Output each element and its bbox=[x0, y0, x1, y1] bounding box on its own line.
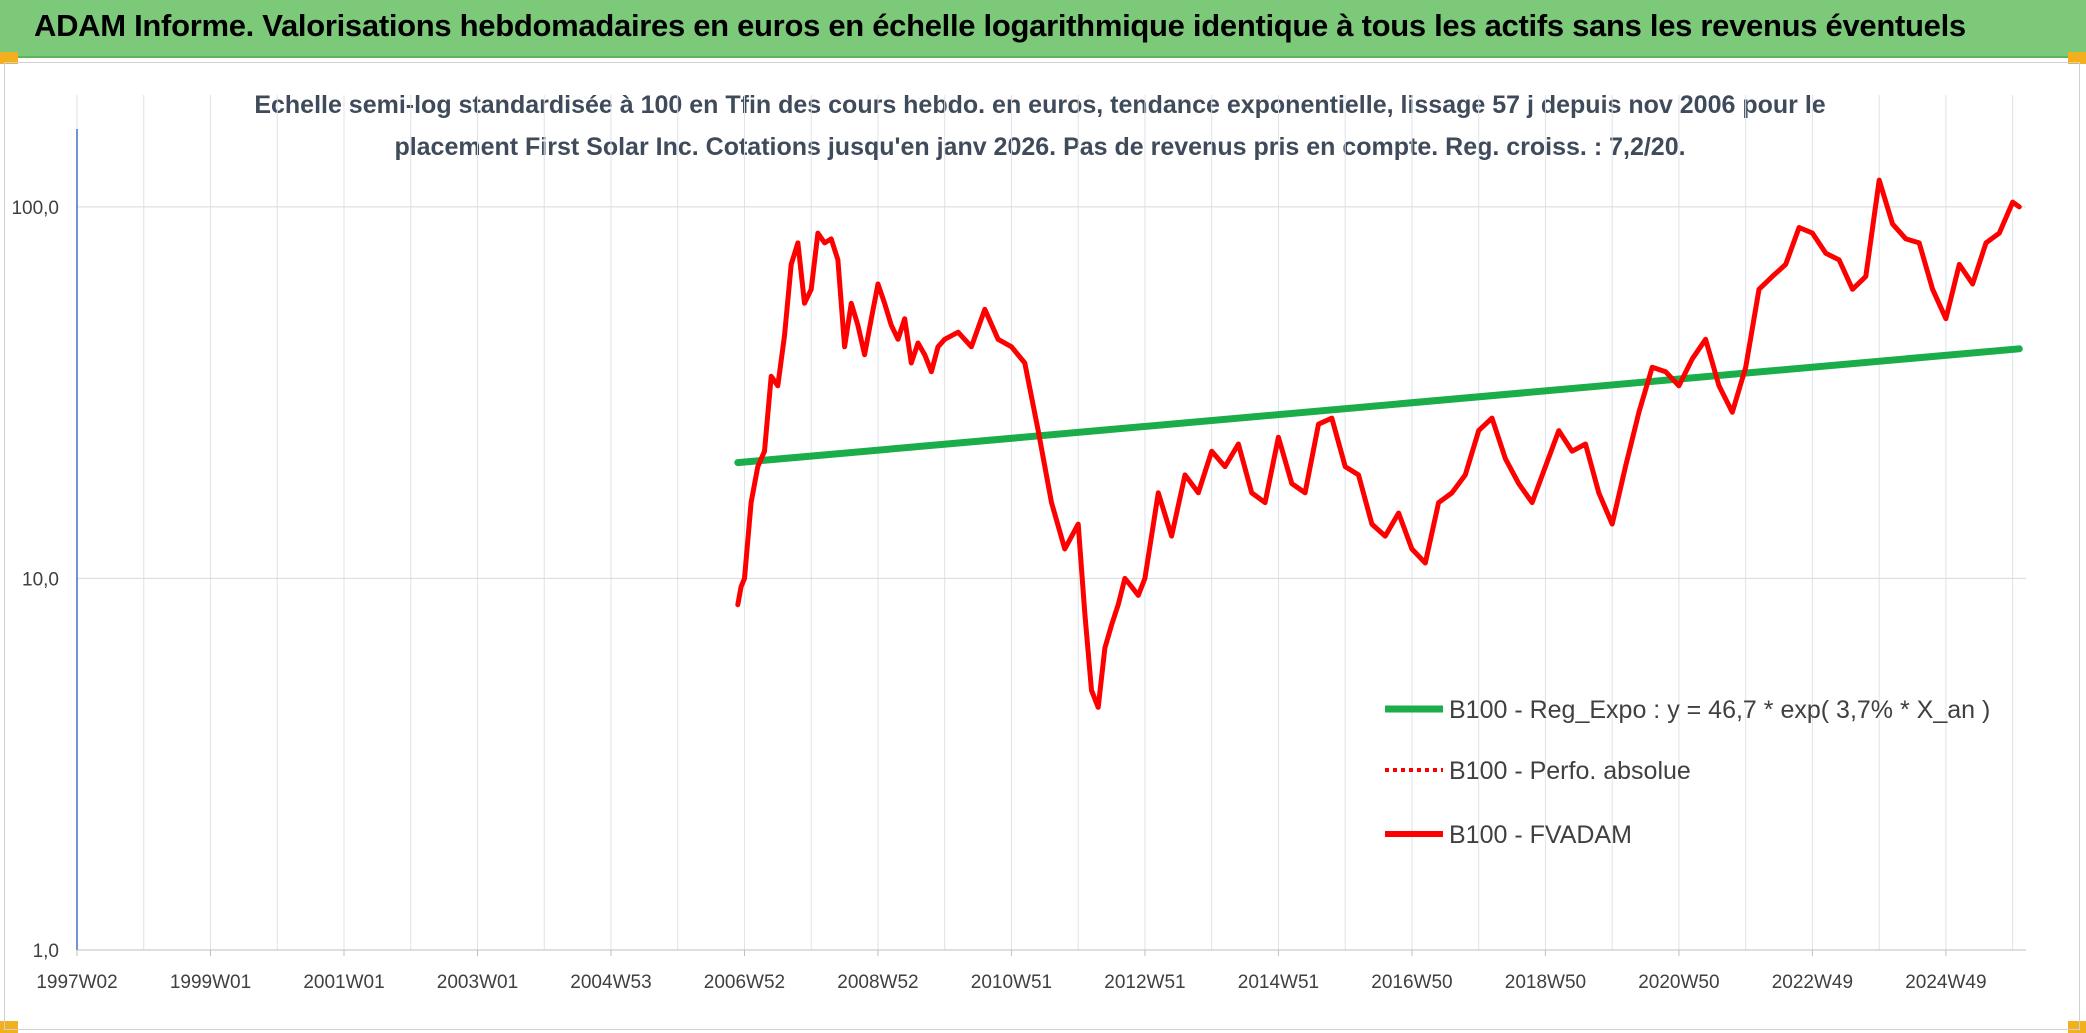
chart-subtitle-line-1: Echelle semi-log standardisée à 100 en T… bbox=[254, 91, 1826, 119]
report-title: ADAM Informe. Valorisations hebdomadaire… bbox=[34, 8, 1966, 43]
y-tick-label: 10,0 bbox=[22, 569, 59, 590]
x-tick-label: 2024W49 bbox=[1905, 972, 1986, 993]
x-tick-label: 2012W51 bbox=[1104, 972, 1185, 993]
corner-accent-bottom-right bbox=[2068, 1021, 2086, 1033]
y-tick-label: 1,0 bbox=[33, 941, 59, 962]
x-tick-label: 1997W02 bbox=[36, 972, 117, 993]
chart-frame bbox=[4, 62, 2080, 1030]
y-tick-label: 100,0 bbox=[11, 198, 59, 219]
x-tick-label: 1999W01 bbox=[170, 972, 251, 993]
x-tick-label: 2004W53 bbox=[570, 972, 651, 993]
corner-accent-top-right bbox=[2068, 52, 2086, 64]
x-tick-label: 2022W49 bbox=[1772, 972, 1853, 993]
legend-label-reg: B100 - Reg_Expo : y = 46,7 * exp( 3,7% *… bbox=[1449, 696, 1990, 724]
series-line-trend bbox=[734, 345, 2023, 467]
x-tick-label: 2001W01 bbox=[303, 972, 384, 993]
corner-accent-top-left bbox=[0, 52, 18, 64]
legend-label-fvadam: B100 - FVADAM bbox=[1449, 821, 1632, 849]
x-tick-label: 2020W50 bbox=[1638, 972, 1719, 993]
report-header: ADAM Informe. Valorisations hebdomadaire… bbox=[0, 0, 2086, 58]
x-tick-label: 2006W52 bbox=[704, 972, 785, 993]
x-tick-label: 2003W01 bbox=[437, 972, 518, 993]
x-tick-label: 2016W50 bbox=[1371, 972, 1452, 993]
legend-label-perf: B100 - Perfo. absolue bbox=[1449, 757, 1691, 785]
chart-subtitle-line-2: placement First Solar Inc. Cotations jus… bbox=[394, 133, 1686, 161]
x-tick-label: 2008W52 bbox=[837, 972, 918, 993]
x-tick-label: 2018W50 bbox=[1505, 972, 1586, 993]
series-line-fvadam bbox=[735, 177, 2022, 710]
x-tick-label: 2010W51 bbox=[971, 972, 1052, 993]
x-tick-label: 2014W51 bbox=[1238, 972, 1319, 993]
